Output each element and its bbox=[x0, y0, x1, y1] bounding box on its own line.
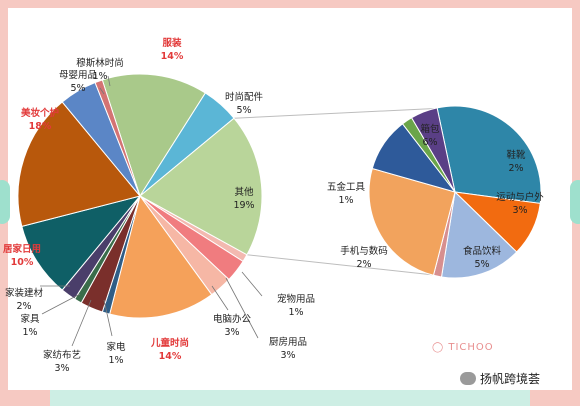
leader-line-8 bbox=[71, 299, 92, 347]
main-pie-pct-0: 14% bbox=[161, 51, 184, 62]
main-pie-slice-2 bbox=[139, 117, 263, 256]
main-pie-slice-14 bbox=[94, 79, 141, 197]
main-pie-pct-11: 10% bbox=[11, 257, 34, 268]
main-pie-label-0: 服装 bbox=[162, 37, 182, 49]
main-pie-pct-8: 3% bbox=[54, 363, 69, 374]
main-pie-label-2: 其他 bbox=[234, 186, 254, 198]
main-pie-label-1: 时尚配件 bbox=[225, 91, 264, 103]
main-pie-pct-5: 3% bbox=[224, 327, 239, 338]
sub-pie-pct-7: 1% bbox=[338, 195, 353, 206]
sub-pie-pct-0: 6% bbox=[422, 137, 437, 148]
sub-pie-slice-4 bbox=[368, 167, 456, 276]
main-pie-pct-4: 3% bbox=[280, 350, 295, 361]
footer-account-name: 扬帆跨境荟 bbox=[480, 372, 541, 386]
leader-line-14 bbox=[107, 75, 111, 87]
main-pie-label-10: 家装建材 bbox=[5, 287, 44, 299]
sub-pie-label-2: 运动与户外 bbox=[496, 191, 544, 203]
left-tab bbox=[0, 180, 10, 224]
label-leader-lines bbox=[40, 75, 263, 347]
sub-pie-label-4: 食品饮料 bbox=[463, 245, 502, 257]
main-pie-label-4: 厨房用品 bbox=[269, 336, 307, 348]
main-pie-pct-2: 19% bbox=[233, 200, 254, 211]
connector-line bbox=[233, 107, 446, 119]
sub-pie-label-0: 箱包 bbox=[420, 123, 440, 135]
main-pie-pct-12: 18% bbox=[29, 121, 52, 132]
main-pie-slice-6 bbox=[109, 194, 213, 319]
main-pie-label-11: 居家日用 bbox=[3, 243, 41, 255]
main-pie bbox=[17, 73, 263, 319]
main-pie-pct-14: 1% bbox=[92, 71, 107, 82]
main-pie-slice-12 bbox=[17, 101, 141, 227]
main-pie-pct-3: 1% bbox=[288, 307, 303, 318]
sub-pie-label-5: 手机与数码 bbox=[340, 245, 388, 257]
main-pie-label-7: 家电 bbox=[106, 341, 126, 353]
sub-pie-slice-7 bbox=[410, 107, 456, 193]
sub-pie-slice-2 bbox=[440, 190, 518, 279]
pie-labels: 服装 14% 时尚配件 5% 其他 19% 宠物用品 1% 厨房用品 3% 电脑办公 3% 儿童时尚 14… bbox=[3, 37, 544, 374]
right-tab bbox=[570, 180, 580, 224]
pie-connector-lines bbox=[233, 107, 446, 277]
main-pie-label-9: 家具 bbox=[20, 313, 40, 325]
sub-pie-pct-5: 2% bbox=[356, 259, 371, 270]
main-pie-label-6: 儿童时尚 bbox=[150, 337, 189, 349]
leader-line-4 bbox=[225, 277, 259, 339]
main-pie-label-3: 宠物用品 bbox=[277, 293, 315, 305]
sub-pie-slice-0 bbox=[436, 105, 542, 205]
leader-line-13 bbox=[99, 87, 105, 95]
sub-pie-label-1: 鞋靴 bbox=[506, 149, 526, 161]
main-pie-slice-11 bbox=[21, 195, 142, 291]
leader-line-5 bbox=[211, 285, 229, 311]
main-pie-label-12: 美妆个护 bbox=[20, 107, 59, 119]
sub-pie-pct-1: 2% bbox=[508, 163, 523, 174]
bottom-strip bbox=[50, 390, 530, 406]
sub-pie-label-7: 五金工具 bbox=[327, 181, 366, 193]
footer-account: 扬帆跨境荟 bbox=[460, 370, 540, 387]
main-pie-pct-10: 2% bbox=[16, 301, 31, 312]
main-pie-label-8: 家纺布艺 bbox=[43, 349, 81, 361]
leader-line-3 bbox=[241, 271, 263, 297]
wechat-icon bbox=[460, 372, 476, 385]
sub-pie-pct-2: 3% bbox=[512, 205, 527, 216]
leader-line-7 bbox=[103, 299, 113, 337]
main-pie-pct-9: 1% bbox=[22, 327, 37, 338]
main-pie-pct-1: 5% bbox=[236, 105, 251, 116]
main-pie-label-13: 母婴用品 bbox=[59, 70, 97, 81]
brand-watermark: ◯ TICHOO bbox=[432, 342, 494, 353]
main-pie-label-5: 电脑办公 bbox=[213, 313, 252, 325]
main-pie-pct-6: 14% bbox=[159, 351, 182, 362]
main-pie-pct-13: 5% bbox=[70, 83, 85, 94]
sub-pie-pct-4: 5% bbox=[474, 259, 489, 270]
main-pie-pct-7: 1% bbox=[108, 355, 123, 366]
connector-line bbox=[246, 254, 444, 277]
sub-pie bbox=[368, 105, 542, 279]
leader-line-9 bbox=[41, 293, 81, 315]
main-pie-label-14: 穆斯林时尚 bbox=[76, 57, 124, 69]
